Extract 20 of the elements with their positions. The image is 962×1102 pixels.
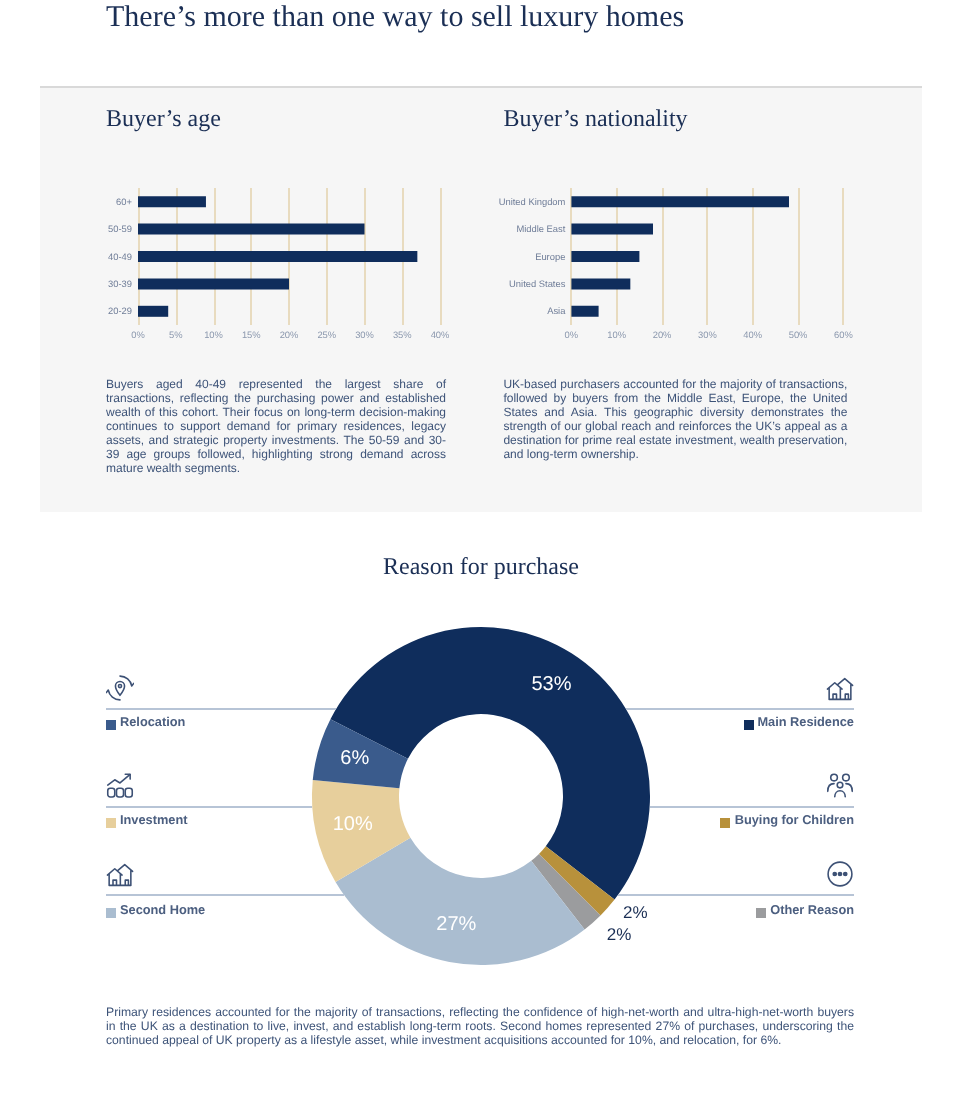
data-label: 2%: [606, 923, 633, 944]
bar: [138, 251, 418, 262]
bar: [138, 305, 169, 317]
data-label: 27%: [436, 914, 477, 937]
bar: [571, 251, 640, 262]
bar: [571, 223, 653, 235]
bar: [138, 223, 365, 235]
data-label: 6%: [340, 748, 370, 771]
bar: [571, 305, 599, 317]
data-label: 10%: [332, 813, 373, 836]
chart-title: Buyer’s age: [106, 104, 221, 133]
chart-title: Buyer’s nationality: [503, 104, 688, 133]
chart-title: Reason for purchase: [381, 552, 581, 581]
bar: [571, 196, 789, 208]
data-label: 53%: [531, 673, 572, 696]
data-label: 2%: [623, 901, 649, 922]
bar: [138, 278, 289, 290]
bar: [138, 196, 206, 208]
bar: [571, 278, 631, 290]
text: There’s more than one way to sell luxury homes: [106, 2, 685, 35]
